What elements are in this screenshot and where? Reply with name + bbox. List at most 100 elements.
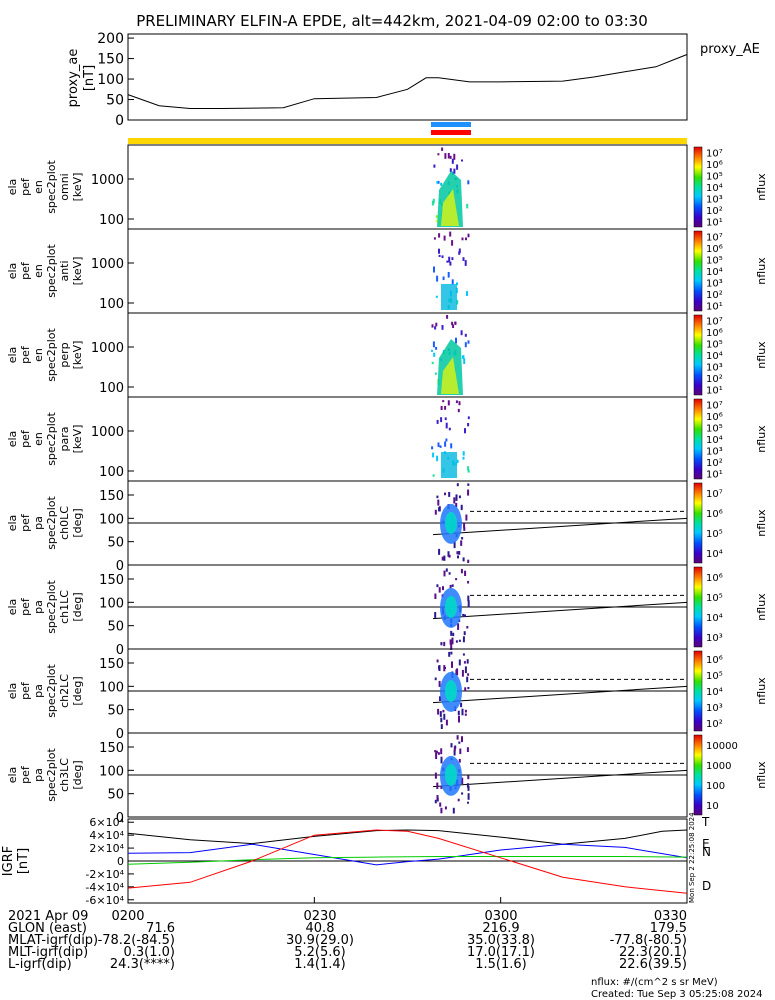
spec-ytick-label: 100 [99, 764, 124, 779]
loss-cone-line [432, 685, 688, 704]
spec-ylabel: pef [19, 513, 32, 532]
footer-units: nflux: #/(cm^2 s sr MeV) [591, 977, 718, 988]
igrf-ytick-label: 2×10⁴ [89, 842, 124, 855]
spec-ytick-label: 1000 [91, 425, 124, 440]
ephemeris-cell: 22.6(39.5) [619, 957, 687, 972]
spec-pixel [456, 299, 459, 305]
spec-ylabel: [deg] [71, 760, 84, 789]
spec-pixel [467, 416, 470, 420]
spec-pixel [451, 240, 454, 246]
spec-core-high [445, 512, 457, 534]
spec-pixel [444, 417, 447, 421]
spec-pixel [436, 659, 439, 663]
spec-pixel [455, 337, 457, 344]
spec-panel-7: ela pef pa spec2plot ch3LC [deg] 0 50 100 150 [6, 732, 688, 826]
colorbar-label: nflux [755, 509, 768, 537]
spec-pixel [462, 613, 465, 616]
spec-pixel [434, 326, 437, 330]
ephemeris-cell: 1.4(1.4) [294, 957, 346, 972]
spec-pixel [464, 614, 466, 618]
colorbar-tick: 10³ [706, 703, 723, 714]
spec-pixel [451, 279, 454, 285]
colorbar-tick: 10⁴ [706, 267, 723, 278]
spec-ytick-label: 0 [116, 811, 124, 826]
spec-pixel [450, 743, 453, 748]
spec-pixel [461, 537, 464, 540]
spec-pixel [460, 540, 463, 546]
ephemeris-cell: 71.6 [146, 921, 175, 936]
spec-ylabel: ela [6, 347, 19, 364]
spec-pixel [458, 639, 461, 642]
ae-ytick-label: 150 [97, 52, 124, 68]
igrf-legend: TEN D [701, 815, 711, 893]
spec-pixel [458, 495, 461, 499]
spec-pixel [443, 665, 446, 672]
spec-ytick-label: 100 [99, 596, 124, 611]
colorbar-label: nflux [755, 761, 768, 789]
spec-pixel [458, 741, 461, 744]
spec-ylabel: ela [6, 767, 19, 784]
ae-line [127, 54, 688, 109]
spec-pixel [463, 358, 466, 364]
colorbar-tick: 10¹ [706, 301, 723, 312]
spec-pixel [464, 709, 467, 713]
spec-pixel [434, 593, 437, 599]
colorbar-tick: 10000 [706, 741, 738, 752]
spec-ytick-label: 50 [107, 620, 124, 635]
spec-core [441, 284, 457, 310]
spec-pixel [464, 713, 467, 716]
spec-pixel [455, 494, 458, 501]
spec-pixel [463, 661, 466, 664]
spec-ylabel: [deg] [71, 592, 84, 621]
colorbar-tick: 10¹ [706, 469, 723, 480]
igrf-legend-E: E [702, 837, 710, 851]
colorbar-tick: 10⁷ [706, 401, 723, 412]
spec-pixel [467, 423, 470, 427]
spec-pixel [432, 452, 435, 458]
spec-ylabel: ela [6, 683, 19, 700]
spec-panel-frame [127, 144, 688, 230]
loss-cone-line [432, 769, 688, 788]
colorbars: 10¹10²10³10⁴10⁵10⁶10⁷nflux10¹10²10³10⁴10… [693, 146, 768, 816]
spec-pixel [457, 798, 460, 802]
colorbar-tick: 10² [706, 290, 723, 301]
spec-core-high [441, 357, 459, 394]
spec-pixel [451, 321, 454, 326]
spec-panel-2: ela pef en spec2plot perp [keV] 100 1000 [6, 312, 688, 398]
spec-panel-frame [127, 228, 688, 314]
spec-pixel [437, 153, 440, 156]
ephemeris-cell: 35.0(33.8) [467, 933, 535, 948]
spec-panel-3: ela pef en spec2plot para [keV] 100 1000 [6, 396, 688, 482]
ae-legend: proxy_AE [700, 42, 760, 57]
spec-pixel [451, 661, 453, 668]
spec-pixel [467, 595, 470, 602]
igrf-ytick-label: 6×10⁴ [89, 816, 124, 829]
spec-pixel [458, 715, 460, 723]
spec-ytick-label: 100 [99, 465, 124, 480]
colorbar-tick: 10⁵ [706, 172, 723, 183]
spec-pixel [435, 215, 438, 219]
spec-pixel [431, 349, 433, 352]
spec-ylabel: pa [32, 768, 45, 782]
spec-pixel [435, 750, 438, 754]
spec-pixel [447, 153, 450, 159]
ae-ytick-label: 0 [115, 113, 124, 129]
spec-pixel [435, 219, 438, 223]
colorbar-tick: 10² [706, 458, 723, 469]
spec-pixel [462, 451, 465, 456]
spec-pixel [467, 775, 470, 780]
colorbar-tick: 10⁵ [706, 529, 723, 540]
spec-pixel [440, 182, 443, 186]
spec-pixel [449, 261, 452, 266]
igrf-ytick-label: 4×10⁴ [89, 829, 124, 842]
spec-ylabel: pef [19, 597, 32, 616]
spec-pixel [436, 275, 439, 282]
red-bar [431, 130, 471, 135]
ephemeris-cell: 40.8 [306, 921, 335, 936]
spec-pixel [467, 801, 469, 804]
colorbar-tick: 10² [706, 206, 723, 217]
spec-pixel [456, 459, 459, 463]
spec-pixel [451, 584, 454, 587]
spec-pixel [431, 200, 434, 206]
spec-pixel [458, 551, 461, 555]
